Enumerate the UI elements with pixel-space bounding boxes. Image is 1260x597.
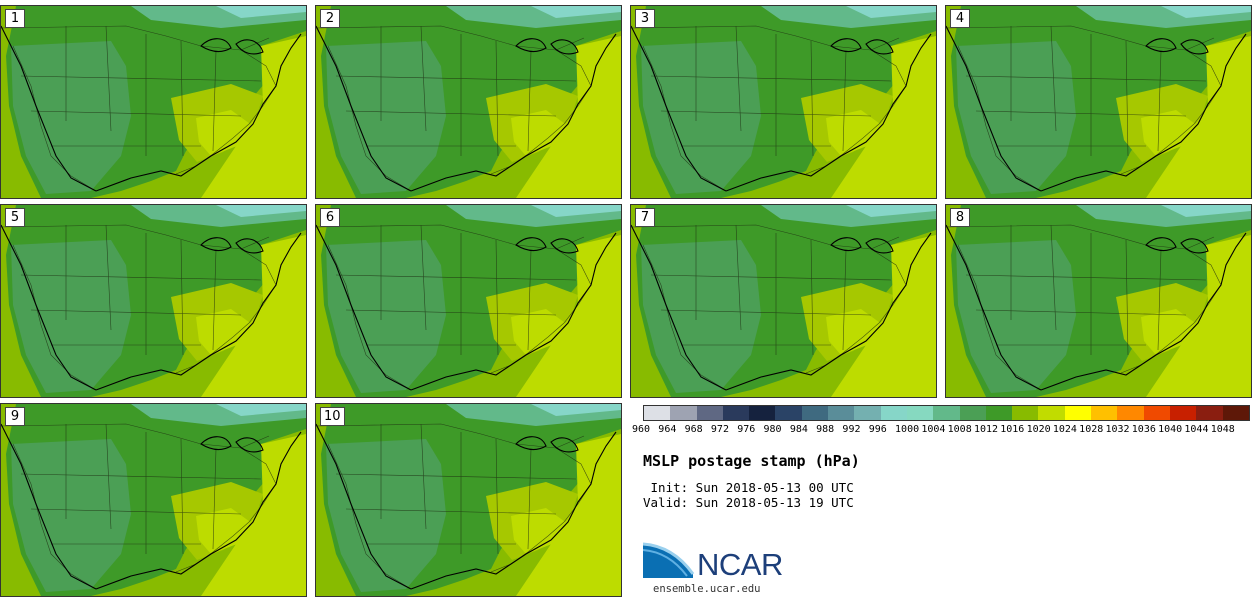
member-panel: 4 (945, 5, 1252, 199)
valid-time: Valid: Sun 2018-05-13 19 UTC (643, 495, 854, 510)
member-number: 1 (5, 9, 25, 28)
colorbar-tick-label: 984 (789, 424, 808, 435)
source-url: ensemble.ucar.edu (653, 583, 761, 595)
colorbar-tick-label: 980 (763, 424, 782, 435)
member-panel: 3 (630, 5, 937, 199)
mslp-map (631, 6, 936, 198)
member-panel: 1 (0, 5, 307, 199)
colorbar-swatch (1222, 406, 1249, 420)
colorbar-swatch (1117, 406, 1144, 420)
colorbar-swatch (775, 406, 802, 420)
colorbar-tick-labels: 960 964 968 972 976 980 984 988 992 996 1000 1004 10… (632, 424, 1252, 438)
colorbar-tick-label: 960 (632, 424, 651, 435)
colorbar-tick-label: 1024 (1052, 424, 1077, 435)
member-panel: 7 (630, 204, 937, 398)
colorbar-tick-label: 972 (710, 424, 729, 435)
colorbar-swatch (880, 406, 907, 420)
member-number: 8 (950, 208, 970, 227)
member-number: 10 (320, 407, 345, 426)
colorbar-swatch (1169, 406, 1197, 420)
colorbar-tick-label: 1044 (1184, 424, 1209, 435)
colorbar-swatch (696, 406, 723, 420)
colorbar-swatch (1064, 406, 1092, 420)
colorbar-tick-label: 992 (842, 424, 861, 435)
member-number: 5 (5, 208, 25, 227)
colorbar-tick-label: 1000 (895, 424, 920, 435)
colorbar-swatch (801, 406, 829, 420)
member-panel: 5 (0, 204, 307, 398)
colorbar-swatch (749, 406, 776, 420)
colorbar-tick-label: 996 (868, 424, 887, 435)
colorbar-tick-label: 1048 (1210, 424, 1235, 435)
ncar-wordmark: NCAR (697, 547, 783, 582)
colorbar-swatch (1143, 406, 1170, 420)
ncar-logo-icon (643, 542, 695, 578)
colorbar-tick-label: 976 (737, 424, 756, 435)
colorbar-tick-label: 1040 (1158, 424, 1183, 435)
colorbar-swatch (670, 406, 697, 420)
colorbar-swatch (828, 406, 855, 420)
colorbar-tick-label: 1012 (973, 424, 999, 435)
colorbar-swatch (1038, 406, 1065, 420)
member-number: 9 (5, 407, 25, 426)
member-panel: 6 (315, 204, 622, 398)
mslp-map (316, 404, 621, 596)
colorbar-swatch (906, 406, 934, 420)
mslp-map (316, 205, 621, 397)
colorbar-tick-label: 1008 (947, 424, 972, 435)
member-number: 3 (635, 9, 655, 28)
mslp-map (631, 205, 936, 397)
colorbar-tick-label: 1028 (1079, 424, 1104, 435)
colorbar-swatch (959, 406, 986, 420)
mslp-map (946, 6, 1251, 198)
colorbar-swatch (933, 406, 960, 420)
figure-title: MSLP postage stamp (hPa) (643, 452, 860, 470)
colorbar-swatch (985, 406, 1013, 420)
colorbar-tick-label: 1036 (1131, 424, 1156, 435)
member-panel: 2 (315, 5, 622, 199)
colorbar-tick-label: 1020 (1026, 424, 1051, 435)
colorbar-swatch (854, 406, 881, 420)
mslp-map (316, 6, 621, 198)
member-number: 2 (320, 9, 340, 28)
pressure-colorbar (643, 405, 1250, 421)
colorbar-swatch (722, 406, 750, 420)
init-time: Init: Sun 2018-05-13 00 UTC (643, 480, 854, 495)
member-number: 7 (635, 208, 655, 227)
mslp-map (1, 205, 306, 397)
colorbar-tick-label: 968 (684, 424, 703, 435)
colorbar-swatch (644, 406, 671, 420)
mslp-map (946, 205, 1251, 397)
member-number: 4 (950, 9, 970, 28)
colorbar-tick-label: 1016 (1000, 424, 1025, 435)
mslp-map (1, 6, 306, 198)
colorbar-swatch (1091, 406, 1118, 420)
colorbar-swatch (1012, 406, 1039, 420)
mslp-map (1, 404, 306, 596)
colorbar-tick-label: 1032 (1105, 424, 1130, 435)
colorbar-tick-label: 1004 (921, 424, 946, 435)
colorbar-tick-label: 964 (658, 424, 677, 435)
member-panel: 10 (315, 403, 622, 597)
colorbar-tick-label: 988 (816, 424, 835, 435)
member-panel: 9 (0, 403, 307, 597)
colorbar-swatch (1196, 406, 1223, 420)
member-number: 6 (320, 208, 340, 227)
member-panel: 8 (945, 204, 1252, 398)
